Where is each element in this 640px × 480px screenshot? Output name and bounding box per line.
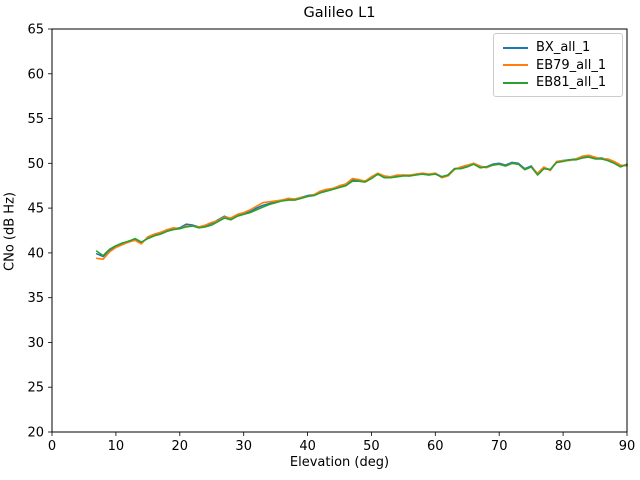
- legend-line-swatch: [503, 81, 528, 84]
- legend-label: EB79_all_1: [536, 57, 607, 73]
- legend: BX_all_1 EB79_all_1 EB81_all_1: [493, 33, 623, 97]
- series-line-BX_all_1: [95, 155, 628, 258]
- x-tick-label: 80: [555, 439, 572, 454]
- x-tick-label: 90: [619, 439, 636, 454]
- x-tick-label: 60: [427, 439, 444, 454]
- series-line-EB81_all_1: [95, 156, 628, 257]
- y-tick-label: 20: [27, 426, 44, 441]
- legend-line-swatch: [503, 64, 528, 66]
- legend-label: BX_all_1: [536, 40, 591, 55]
- x-tick-label: 10: [108, 439, 125, 454]
- legend-line-swatch: [503, 46, 528, 49]
- legend-item: EB79_all_1: [503, 58, 613, 73]
- y-tick-label: 50: [27, 157, 44, 172]
- series-line-EB79_all_1: [95, 154, 628, 261]
- y-axis-label: CNo (dB Hz): [2, 192, 18, 271]
- x-tick-label: 20: [172, 439, 189, 454]
- x-tick-label: 30: [235, 439, 252, 454]
- y-tick-label: 60: [27, 67, 44, 82]
- x-tick-label: 70: [491, 439, 508, 454]
- y-tick-label: 65: [27, 23, 44, 38]
- plot-frame: [51, 28, 628, 433]
- legend-label: EB81_all_1: [536, 75, 607, 90]
- y-tick-label: 35: [27, 291, 44, 306]
- x-axis-label: Elevation (deg): [289, 455, 390, 470]
- y-tick-label: 40: [27, 246, 44, 261]
- x-tick-label: 40: [299, 439, 316, 454]
- chart-title: Galileo L1: [303, 5, 376, 21]
- y-tick-label: 30: [27, 336, 44, 351]
- x-tick-label: 0: [48, 439, 56, 454]
- legend-item: EB81_all_1: [503, 75, 613, 90]
- y-tick-label: 25: [27, 381, 44, 396]
- legend-item: BX_all_1: [503, 40, 613, 55]
- x-tick-label: 50: [363, 439, 380, 454]
- y-tick-label: 45: [27, 202, 44, 217]
- y-tick-label: 55: [27, 112, 44, 127]
